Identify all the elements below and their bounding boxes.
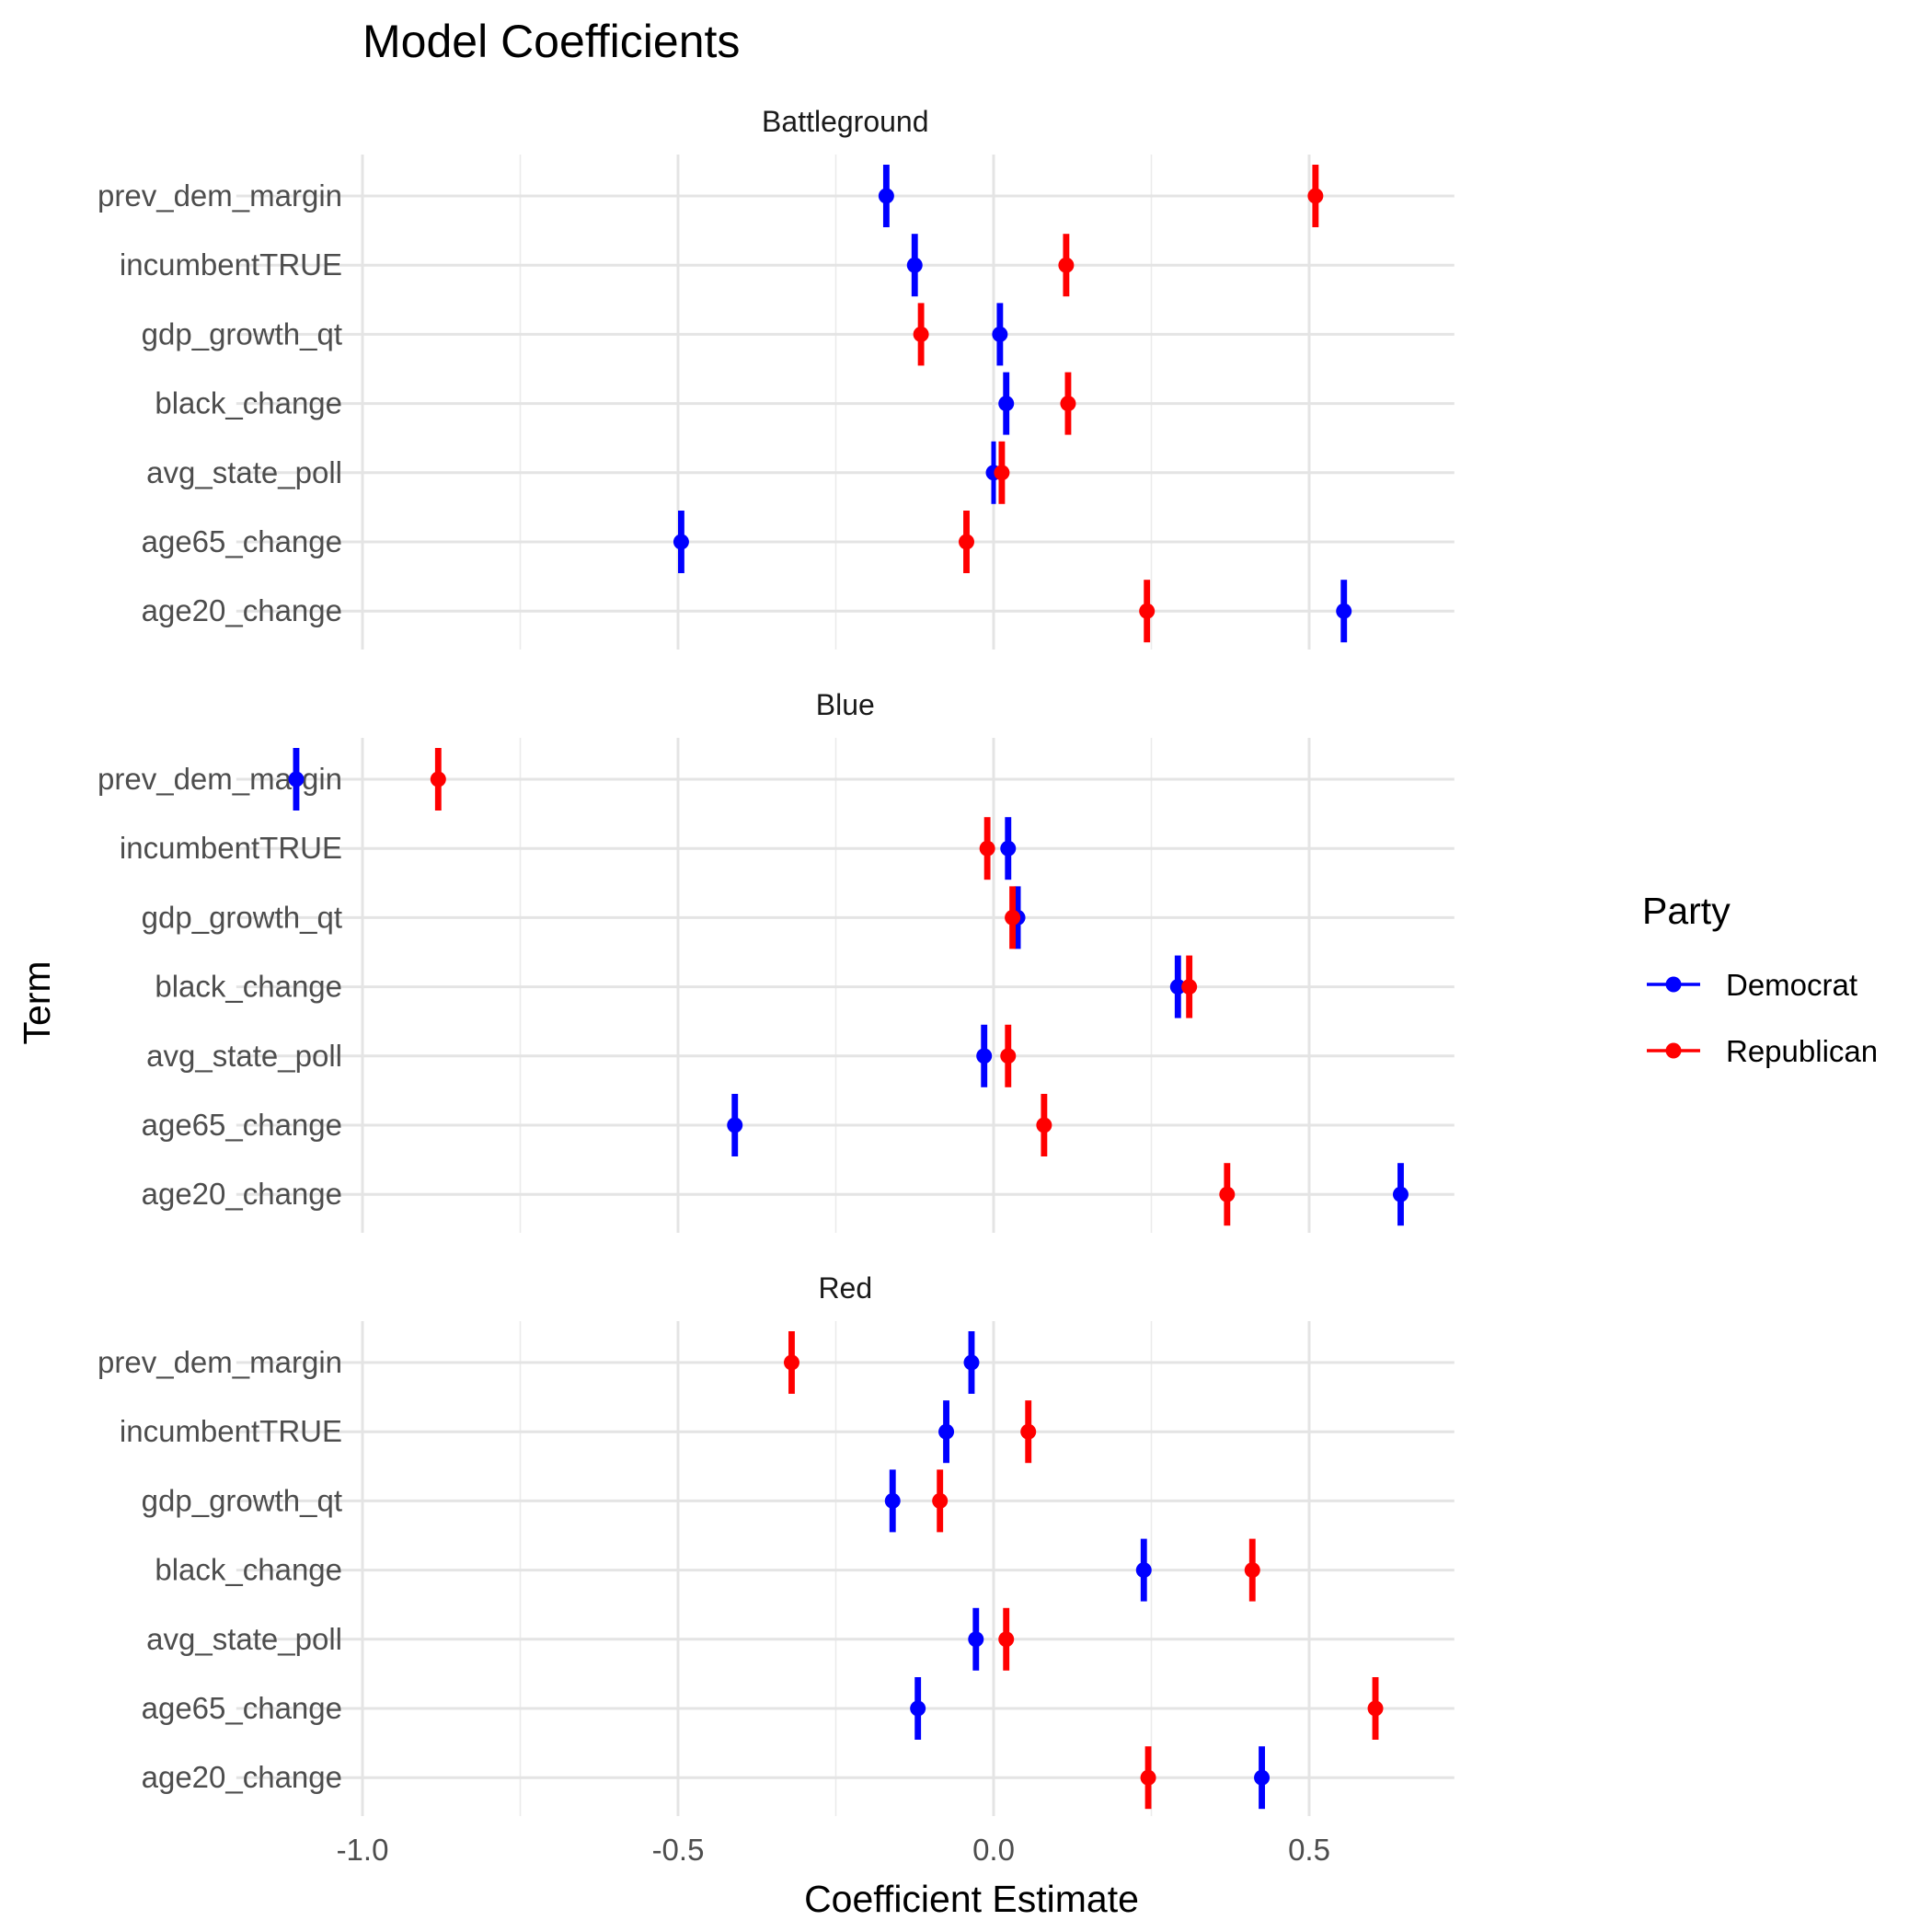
estimate-point [430,771,446,788]
estimate-point [979,840,995,857]
estimate-point [994,465,1010,481]
y-tick-label: incumbentTRUE [120,831,342,865]
estimate-point [1336,603,1352,619]
grid-layer [236,155,1455,1816]
facet-label: Battleground [762,105,928,138]
x-tick-labels: -1.0 -0.5 0.0 0.5 [337,1833,1330,1867]
y-tick-label: black_change [155,386,342,420]
estimate-point [1169,979,1186,995]
estimate-point [910,1700,926,1717]
estimate-point [1020,1423,1037,1440]
estimate-point [1181,979,1198,995]
y-tick-label: age20_change [142,1760,342,1794]
legend: Party Democrat Republican [1642,890,1878,1068]
y-tick-label: age65_change [142,524,342,558]
x-tick-label: 0.0 [972,1833,1015,1867]
y-tick-label: prev_dem_margin [98,178,342,213]
facet-label: Blue [816,688,875,721]
estimate-point [938,1423,955,1440]
facet-strips: Battleground Blue Red [762,105,928,1305]
estimate-point [1219,1186,1236,1202]
estimate-point [998,1631,1015,1648]
y-tick-label: avg_state_poll [146,1039,342,1073]
estimate-point [878,188,894,204]
estimate-point [1058,257,1075,273]
legend-label: Democrat [1726,968,1857,1002]
estimate-point [1005,909,1021,926]
estimate-point [288,771,305,788]
y-tick-label: gdp_growth_qt [142,1483,342,1517]
estimate-point [932,1492,949,1509]
estimate-point [968,1631,984,1648]
y-tick-label: prev_dem_margin [98,762,342,796]
y-tick-label: age65_change [142,1108,342,1142]
facet-label: Red [818,1271,872,1305]
estimate-point [906,257,923,273]
y-tick-label: incumbentTRUE [120,1414,342,1448]
y-tick-label: black_change [155,1553,342,1587]
legend-key-point [1665,1042,1682,1059]
estimate-point [959,534,975,550]
estimate-point [1135,1562,1152,1579]
estimate-point [963,1354,980,1371]
x-axis-label: Coefficient Estimate [804,1878,1139,1920]
x-tick-label: -0.5 [652,1833,705,1867]
estimate-point [1139,603,1156,619]
x-tick-label: 0.5 [1288,1833,1330,1867]
chart-title: Model Coefficients [362,16,740,67]
estimate-point [976,1048,993,1064]
y-tick-labels: prev_dem_margin incumbentTRUE gdp_growth_q… [98,178,342,1794]
estimate-point [1244,1562,1260,1579]
y-tick-label: incumbentTRUE [120,247,342,282]
estimate-point [1000,840,1017,857]
legend-title: Party [1642,890,1731,932]
estimate-point [998,396,1015,412]
estimate-point [783,1354,799,1371]
y-tick-label: avg_state_poll [146,455,342,489]
estimate-point [1140,1769,1156,1786]
y-tick-label: age20_change [142,1177,342,1211]
x-tick-label: -1.0 [337,1833,389,1867]
legend-item: Republican [1647,1034,1878,1068]
estimate-point [1307,188,1324,204]
y-axis-label: Term [16,960,58,1044]
y-tick-label: age65_change [142,1691,342,1725]
legend-label: Republican [1726,1034,1878,1068]
y-tick-label: prev_dem_margin [98,1345,342,1379]
y-tick-label: age20_change [142,593,342,627]
estimate-point [1392,1186,1409,1202]
estimate-point [1060,396,1076,412]
estimate-point [992,326,1008,342]
estimate-point [727,1117,743,1133]
y-tick-label: gdp_growth_qt [142,316,342,351]
y-tick-label: avg_state_poll [146,1622,342,1656]
estimate-point [1000,1048,1017,1064]
y-tick-label: gdp_growth_qt [142,900,342,934]
legend-item: Democrat [1647,968,1857,1002]
estimate-point [1036,1117,1052,1133]
estimate-point [1367,1700,1384,1717]
data-marks [288,165,1409,1810]
y-tick-label: black_change [155,970,342,1004]
estimate-point [1254,1769,1271,1786]
legend-key-point [1665,976,1682,993]
estimate-point [673,534,689,550]
estimate-point [913,326,929,342]
estimate-point [884,1492,901,1509]
